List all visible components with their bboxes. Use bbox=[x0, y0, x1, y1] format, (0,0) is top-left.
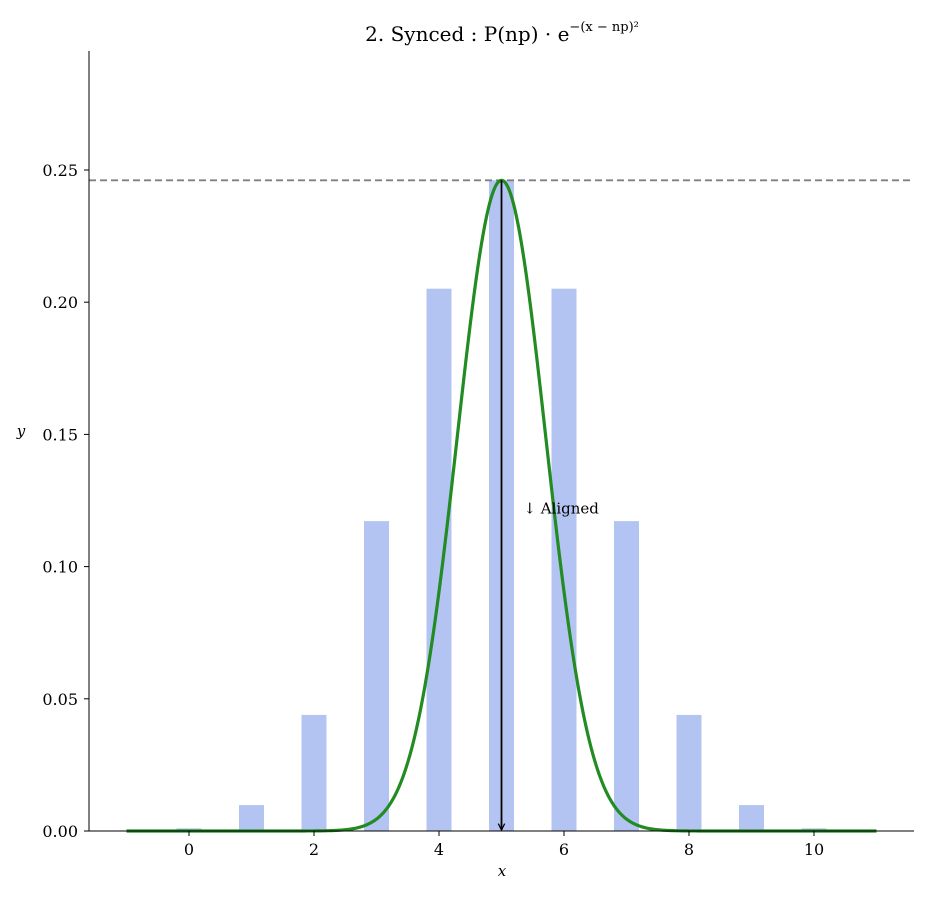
y-tick-label: 0.15 bbox=[42, 425, 78, 444]
y-tick-label: 0.10 bbox=[42, 558, 78, 577]
axes-layer bbox=[88, 51, 914, 832]
bar bbox=[676, 714, 702, 831]
x-tick-label: 8 bbox=[684, 840, 694, 859]
y-tick-label: 0.00 bbox=[42, 822, 78, 841]
bar bbox=[551, 288, 577, 831]
y-axis-label: y bbox=[16, 422, 26, 440]
x-tick-label: 10 bbox=[804, 840, 824, 859]
x-tick-label: 2 bbox=[309, 840, 319, 859]
x-tick-label: 4 bbox=[434, 840, 444, 859]
bar bbox=[426, 288, 452, 831]
y-tick-label: 0.25 bbox=[42, 161, 78, 180]
x-axis-label: x bbox=[498, 862, 507, 880]
chart-title-main: 2. Synced : P(np) · e bbox=[365, 22, 569, 46]
y-tick-label: 0.05 bbox=[42, 690, 78, 709]
chart-title-exponent: −(x − np)² bbox=[569, 20, 638, 35]
chart-title: 2. Synced : P(np) · e−(x − np)² bbox=[365, 20, 639, 46]
x-tick-label: 0 bbox=[184, 840, 194, 859]
annotation-label: ↓ Aligned bbox=[523, 500, 599, 518]
bar bbox=[614, 521, 639, 831]
bar bbox=[301, 714, 327, 831]
bar bbox=[239, 805, 264, 831]
bar bbox=[364, 521, 389, 831]
y-tick-label: 0.20 bbox=[42, 293, 78, 312]
x-tick-label: 6 bbox=[559, 840, 569, 859]
ticks-layer: 0 2 4 6 8 10 0.00 0.05 0.10 0.15 0.20 0.25 bbox=[42, 161, 824, 859]
bar bbox=[739, 805, 764, 831]
